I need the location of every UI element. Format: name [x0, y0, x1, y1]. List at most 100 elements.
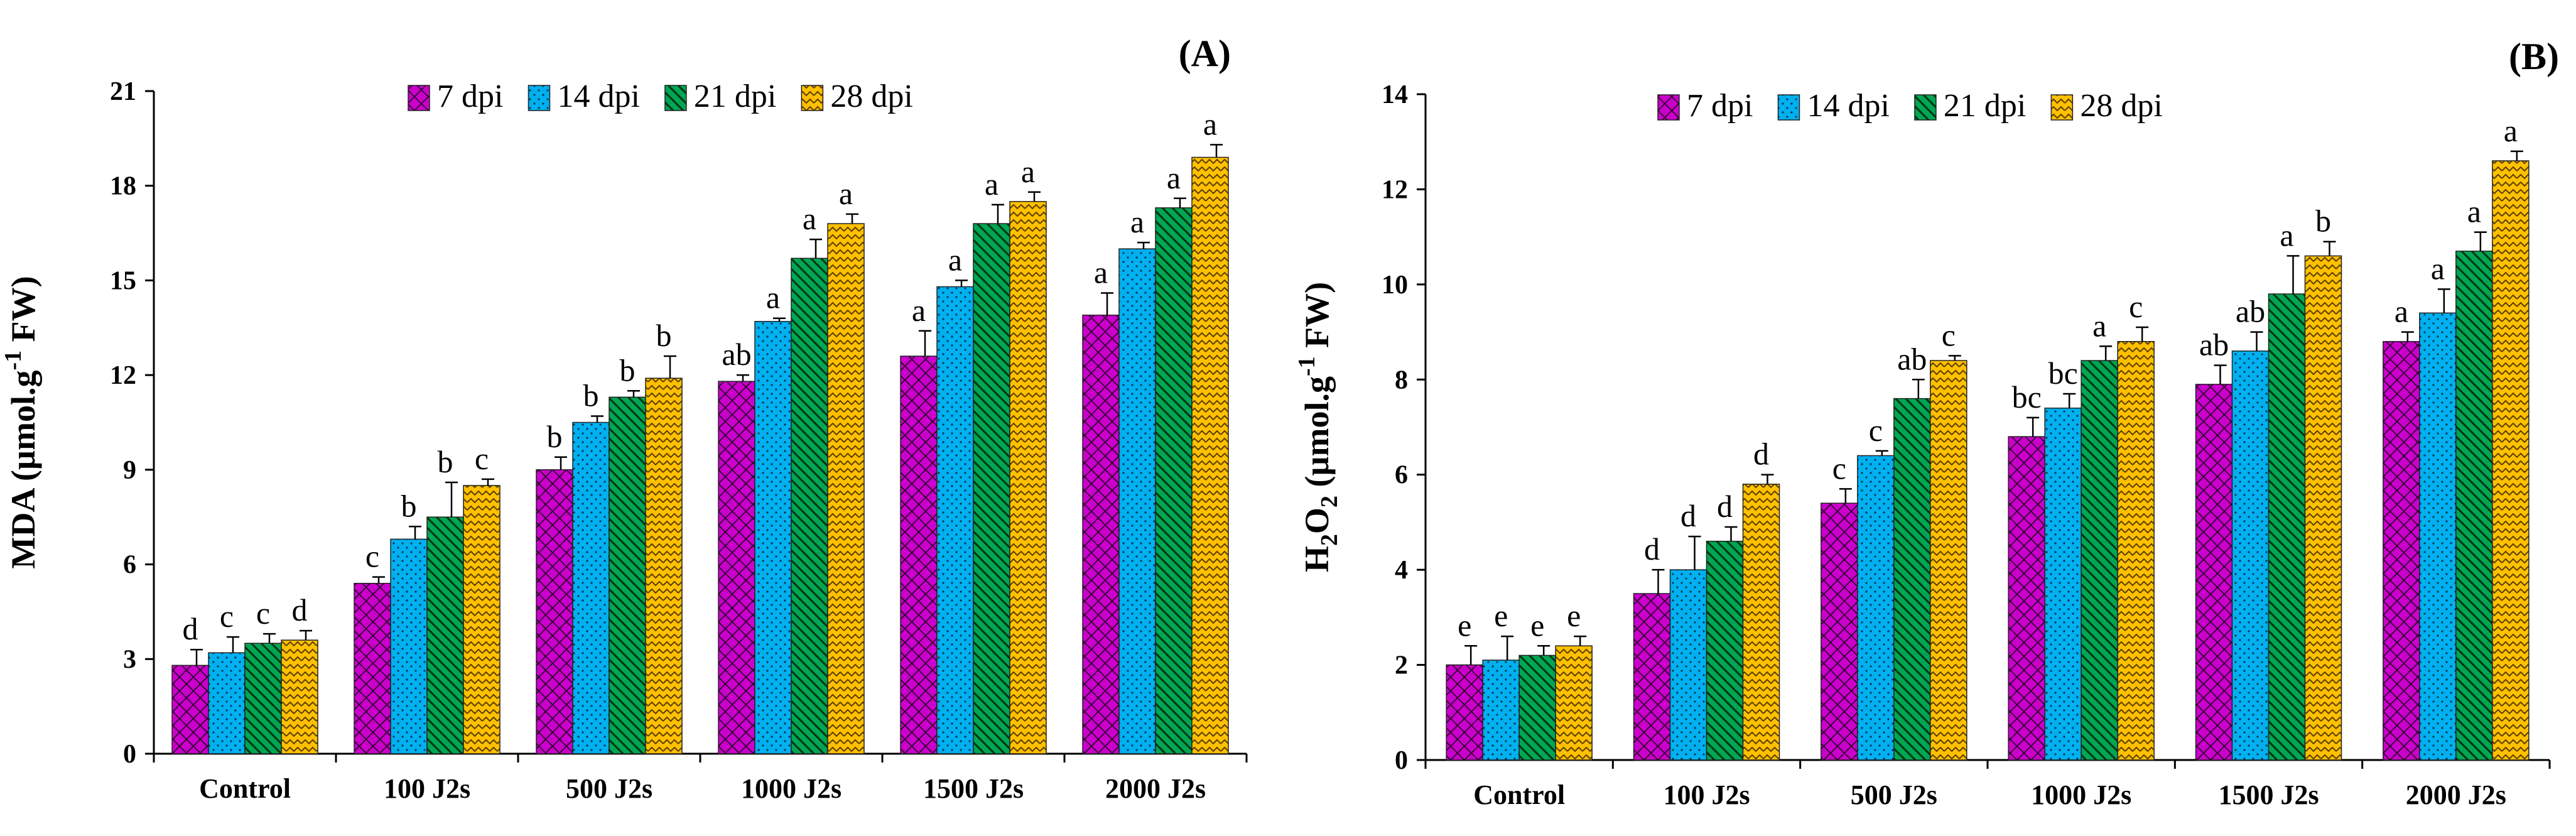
- bar: [2117, 340, 2155, 761]
- significance-letter: a: [1021, 154, 1035, 189]
- bar: [973, 223, 1010, 754]
- x-tick-label: 500 J2s: [566, 773, 652, 804]
- y-tick-label: 6: [1395, 461, 1408, 490]
- bar: [1893, 398, 1931, 761]
- bar: [463, 485, 501, 754]
- bar: [1930, 360, 1967, 761]
- bar: [572, 421, 610, 754]
- bar: [1518, 654, 1556, 761]
- bar: [354, 582, 391, 754]
- significance-letter: b: [438, 444, 453, 479]
- x-tick-label: Control: [199, 773, 291, 804]
- significance-letter: a: [2431, 251, 2445, 286]
- significance-letter: d: [1753, 437, 1769, 472]
- y-tick-label: 0: [123, 740, 136, 769]
- significance-letter: a: [803, 201, 816, 236]
- significance-letter: a: [2092, 308, 2106, 343]
- y-tick-label: 9: [123, 456, 136, 485]
- significance-letter: b: [583, 377, 599, 413]
- legend-label: 7 dpi: [1687, 88, 1753, 124]
- significance-letter: b: [620, 352, 636, 388]
- significance-letter: ab: [722, 337, 751, 372]
- significance-letter: e: [1494, 598, 1508, 633]
- legend-label: 28 dpi: [830, 79, 912, 114]
- bar: [754, 320, 792, 754]
- significance-letter: bc: [2012, 379, 2042, 415]
- bar: [718, 381, 755, 754]
- significance-letter: a: [1203, 106, 1217, 141]
- significance-letter: b: [656, 318, 672, 353]
- bar: [1706, 540, 1744, 761]
- significance-letter: a: [1094, 255, 1108, 290]
- significance-letter: ab: [1897, 341, 1927, 376]
- bar: [1742, 484, 1780, 761]
- significance-letter: d: [1717, 489, 1733, 524]
- bar: [791, 258, 828, 754]
- significance-letter: e: [1530, 607, 1544, 643]
- bar: [2383, 340, 2420, 761]
- significance-letter: c: [256, 595, 270, 631]
- significance-letter: b: [2315, 204, 2331, 239]
- bar: [1009, 201, 1047, 754]
- y-tick-label: 4: [1395, 556, 1408, 585]
- bar: [645, 377, 683, 754]
- x-tick-label: Control: [1473, 779, 1565, 810]
- bar: [1118, 248, 1156, 754]
- legend-swatch: [1777, 94, 1800, 121]
- significance-letter: c: [1942, 317, 1956, 352]
- significance-letter: c: [365, 539, 379, 574]
- legend-label: 21 dpi: [1944, 88, 2026, 124]
- legend-label: 14 dpi: [1807, 88, 1889, 124]
- legend-swatch: [528, 85, 551, 111]
- bar: [390, 538, 428, 754]
- bar: [1555, 645, 1593, 761]
- significance-letter: a: [948, 242, 962, 277]
- bar: [2419, 312, 2457, 761]
- y-tick-label: 3: [123, 645, 136, 674]
- bar: [2231, 350, 2270, 761]
- panel-label: (A): [1179, 33, 1231, 74]
- bar: [609, 396, 646, 754]
- x-tick-label: 1500 J2s: [2218, 779, 2319, 810]
- significance-letter: c: [1832, 450, 1846, 486]
- bar: [2268, 293, 2306, 761]
- bar: [2081, 360, 2118, 761]
- legend-swatch: [801, 85, 824, 111]
- significance-letter: d: [1680, 498, 1696, 533]
- bar: [936, 286, 974, 754]
- y-axis-title: MDA (µmol.g-1 FW): [0, 276, 42, 568]
- significance-letter: d: [292, 592, 308, 627]
- bar: [2304, 255, 2342, 761]
- significance-letter: a: [839, 176, 853, 211]
- bar: [2455, 251, 2493, 761]
- legend-swatch: [1914, 94, 1937, 121]
- significance-letter: a: [1167, 160, 1181, 195]
- bar: [1155, 207, 1193, 754]
- y-tick-label: 12: [110, 361, 136, 390]
- legend-label: 28 dpi: [2080, 88, 2162, 124]
- bar: [827, 223, 865, 754]
- significance-letter: a: [2395, 294, 2408, 329]
- y-tick-label: 10: [1382, 271, 1408, 300]
- x-tick-label: 100 J2s: [1663, 779, 1750, 810]
- y-tick-label: 0: [1395, 746, 1408, 775]
- significance-letter: a: [766, 280, 780, 315]
- significance-letter: c: [2129, 289, 2143, 324]
- y-tick-label: 21: [110, 77, 136, 106]
- legend-swatch: [1657, 94, 1680, 121]
- significance-letter: a: [1130, 204, 1144, 239]
- bar: [426, 516, 464, 754]
- x-tick-label: 2000 J2s: [1105, 773, 1206, 804]
- significance-letter: d: [1644, 531, 1660, 567]
- y-tick-label: 18: [110, 172, 136, 201]
- y-tick-label: 14: [1382, 80, 1408, 109]
- bar: [281, 639, 318, 754]
- significance-letter: a: [912, 293, 926, 328]
- bar: [1669, 569, 1707, 761]
- legend-swatch: [408, 85, 430, 111]
- x-tick-label: 1500 J2s: [923, 773, 1024, 804]
- significance-letter: a: [2467, 194, 2481, 229]
